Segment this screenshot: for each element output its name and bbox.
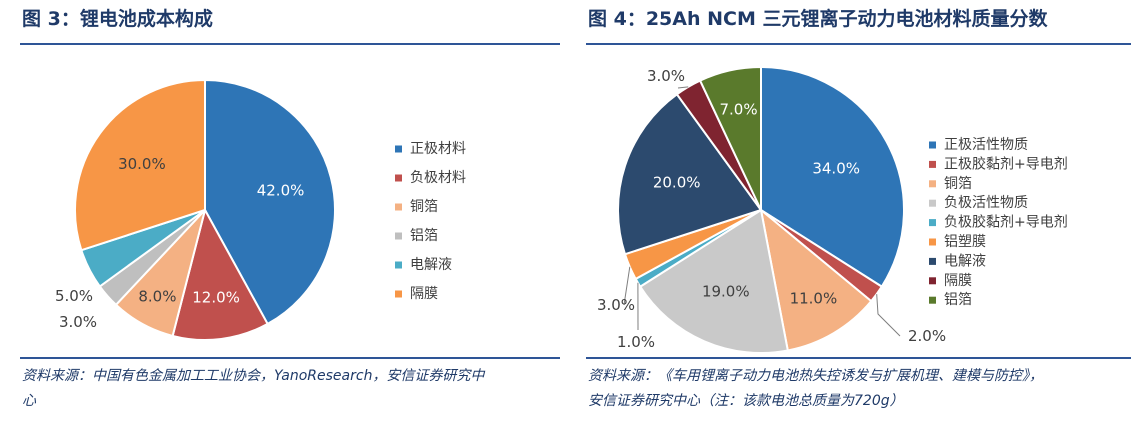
legend-label: 铜箔: [944, 176, 972, 192]
source-rule: [586, 357, 1131, 359]
legend-swatch: [929, 219, 936, 227]
figure-3-source: 资料来源：中国有色金属加工工业协会，YanoResearch，安信证券研究中 心: [22, 364, 484, 414]
data-label: 42.0%: [257, 182, 305, 200]
mass-fraction-pie-chart: 34.0% 2.0% 11.0% 19.0% 1.0% 3.0% 20.0% 3.0% 7.0%…: [597, 65, 1068, 354]
source-line-2: 心: [22, 393, 36, 409]
data-label: 34.0%: [812, 160, 860, 178]
data-label: 7.0%: [719, 101, 757, 119]
data-label: 12.0%: [192, 289, 240, 307]
legend-label: 铜箔: [410, 199, 438, 215]
data-label: 3.0%: [59, 313, 97, 331]
figure-4-panel: 图 4：25Ah NCM 三元锂离子动力电池材料质量分数 34.0% 2.0% 11…: [578, 0, 1142, 440]
data-label: 2.0%: [908, 327, 946, 345]
legend-swatch: [395, 174, 402, 182]
legend-label: 电解液: [410, 257, 452, 273]
source-line-1: 资料来源：《车用锂离子动力电池热失控诱发与扩展机理、建模与防控》，: [588, 368, 1043, 384]
source-rule: [20, 357, 560, 359]
legend-swatch: [929, 257, 936, 265]
title-rule: [20, 43, 560, 45]
pie-slice: [74, 78, 206, 252]
legend-swatch: [929, 160, 936, 168]
legend-swatch: [929, 238, 936, 246]
data-label: 11.0%: [790, 290, 838, 308]
legend-label: 正极胶黏剂+导电剂: [944, 155, 1068, 172]
legend-label: 铝箔: [944, 292, 972, 308]
legend-label: 负极胶黏剂+导电剂: [944, 214, 1068, 231]
legend-swatch: [395, 261, 402, 269]
legend-label: 铝塑膜: [944, 234, 986, 250]
figure-4-source: 资料来源：《车用锂离子动力电池热失控诱发与扩展机理、建模与防控》， 安信证券研究…: [588, 364, 1043, 414]
data-label: 3.0%: [597, 296, 635, 314]
legend-swatch: [929, 141, 936, 149]
data-label: 8.0%: [138, 288, 176, 306]
data-label: 20.0%: [653, 174, 701, 192]
leader-line: [876, 294, 901, 337]
legend-label: 正极材料: [410, 141, 466, 157]
data-label: 19.0%: [702, 282, 750, 300]
data-label: 30.0%: [118, 155, 166, 173]
legend-swatch: [395, 290, 402, 298]
source-line-1: 资料来源：中国有色金属加工工业协会，YanoResearch，安信证券研究中: [22, 368, 485, 384]
legend-label: 隔膜: [944, 273, 972, 289]
figure-3-title: 图 3：锂电池成本构成: [22, 8, 213, 30]
pie-slice: [638, 208, 789, 354]
legend-swatch: [929, 296, 936, 304]
pie-slice: [759, 207, 873, 352]
legend-label: 正极活性物质: [944, 137, 1028, 153]
cost-composition-pie-chart: 42.0% 12.0% 8.0% 3.0% 5.0% 30.0% 正极材料负极材料铜箔铝箔电…: [55, 78, 466, 341]
legend-swatch: [929, 180, 936, 188]
pie-slice: [171, 207, 269, 341]
legend-swatch: [395, 145, 402, 153]
legend-label: 隔膜: [410, 286, 438, 302]
data-label: 1.0%: [617, 333, 655, 351]
figure-4-title: 图 4：25Ah NCM 三元锂离子动力电池材料质量分数: [588, 8, 1048, 30]
data-label: 3.0%: [647, 67, 685, 85]
pie-slice: [204, 78, 337, 326]
legend-label: 负极活性物质: [944, 195, 1028, 211]
title-rule: [586, 43, 1131, 45]
leader-line: [623, 266, 631, 306]
legend-label: 铝箔: [410, 228, 438, 244]
legend-swatch: [395, 232, 402, 240]
legend-swatch: [929, 277, 936, 285]
leader-line: [677, 86, 689, 89]
legend-swatch: [929, 199, 936, 207]
legend-label: 负极材料: [410, 170, 466, 186]
legend-swatch: [395, 203, 402, 211]
figure-3-panel: 图 3：锂电池成本构成 42.0% 12.0% 8.0% 3.0% 5.0% 30.0% 正…: [0, 0, 566, 440]
pie-slice: [698, 65, 762, 211]
source-line-2: 安信证券研究中心（注：该款电池总质量为720g）: [588, 393, 904, 409]
legend-label: 电解液: [944, 253, 986, 269]
pie-slice: [617, 92, 763, 256]
data-label: 5.0%: [55, 287, 93, 305]
